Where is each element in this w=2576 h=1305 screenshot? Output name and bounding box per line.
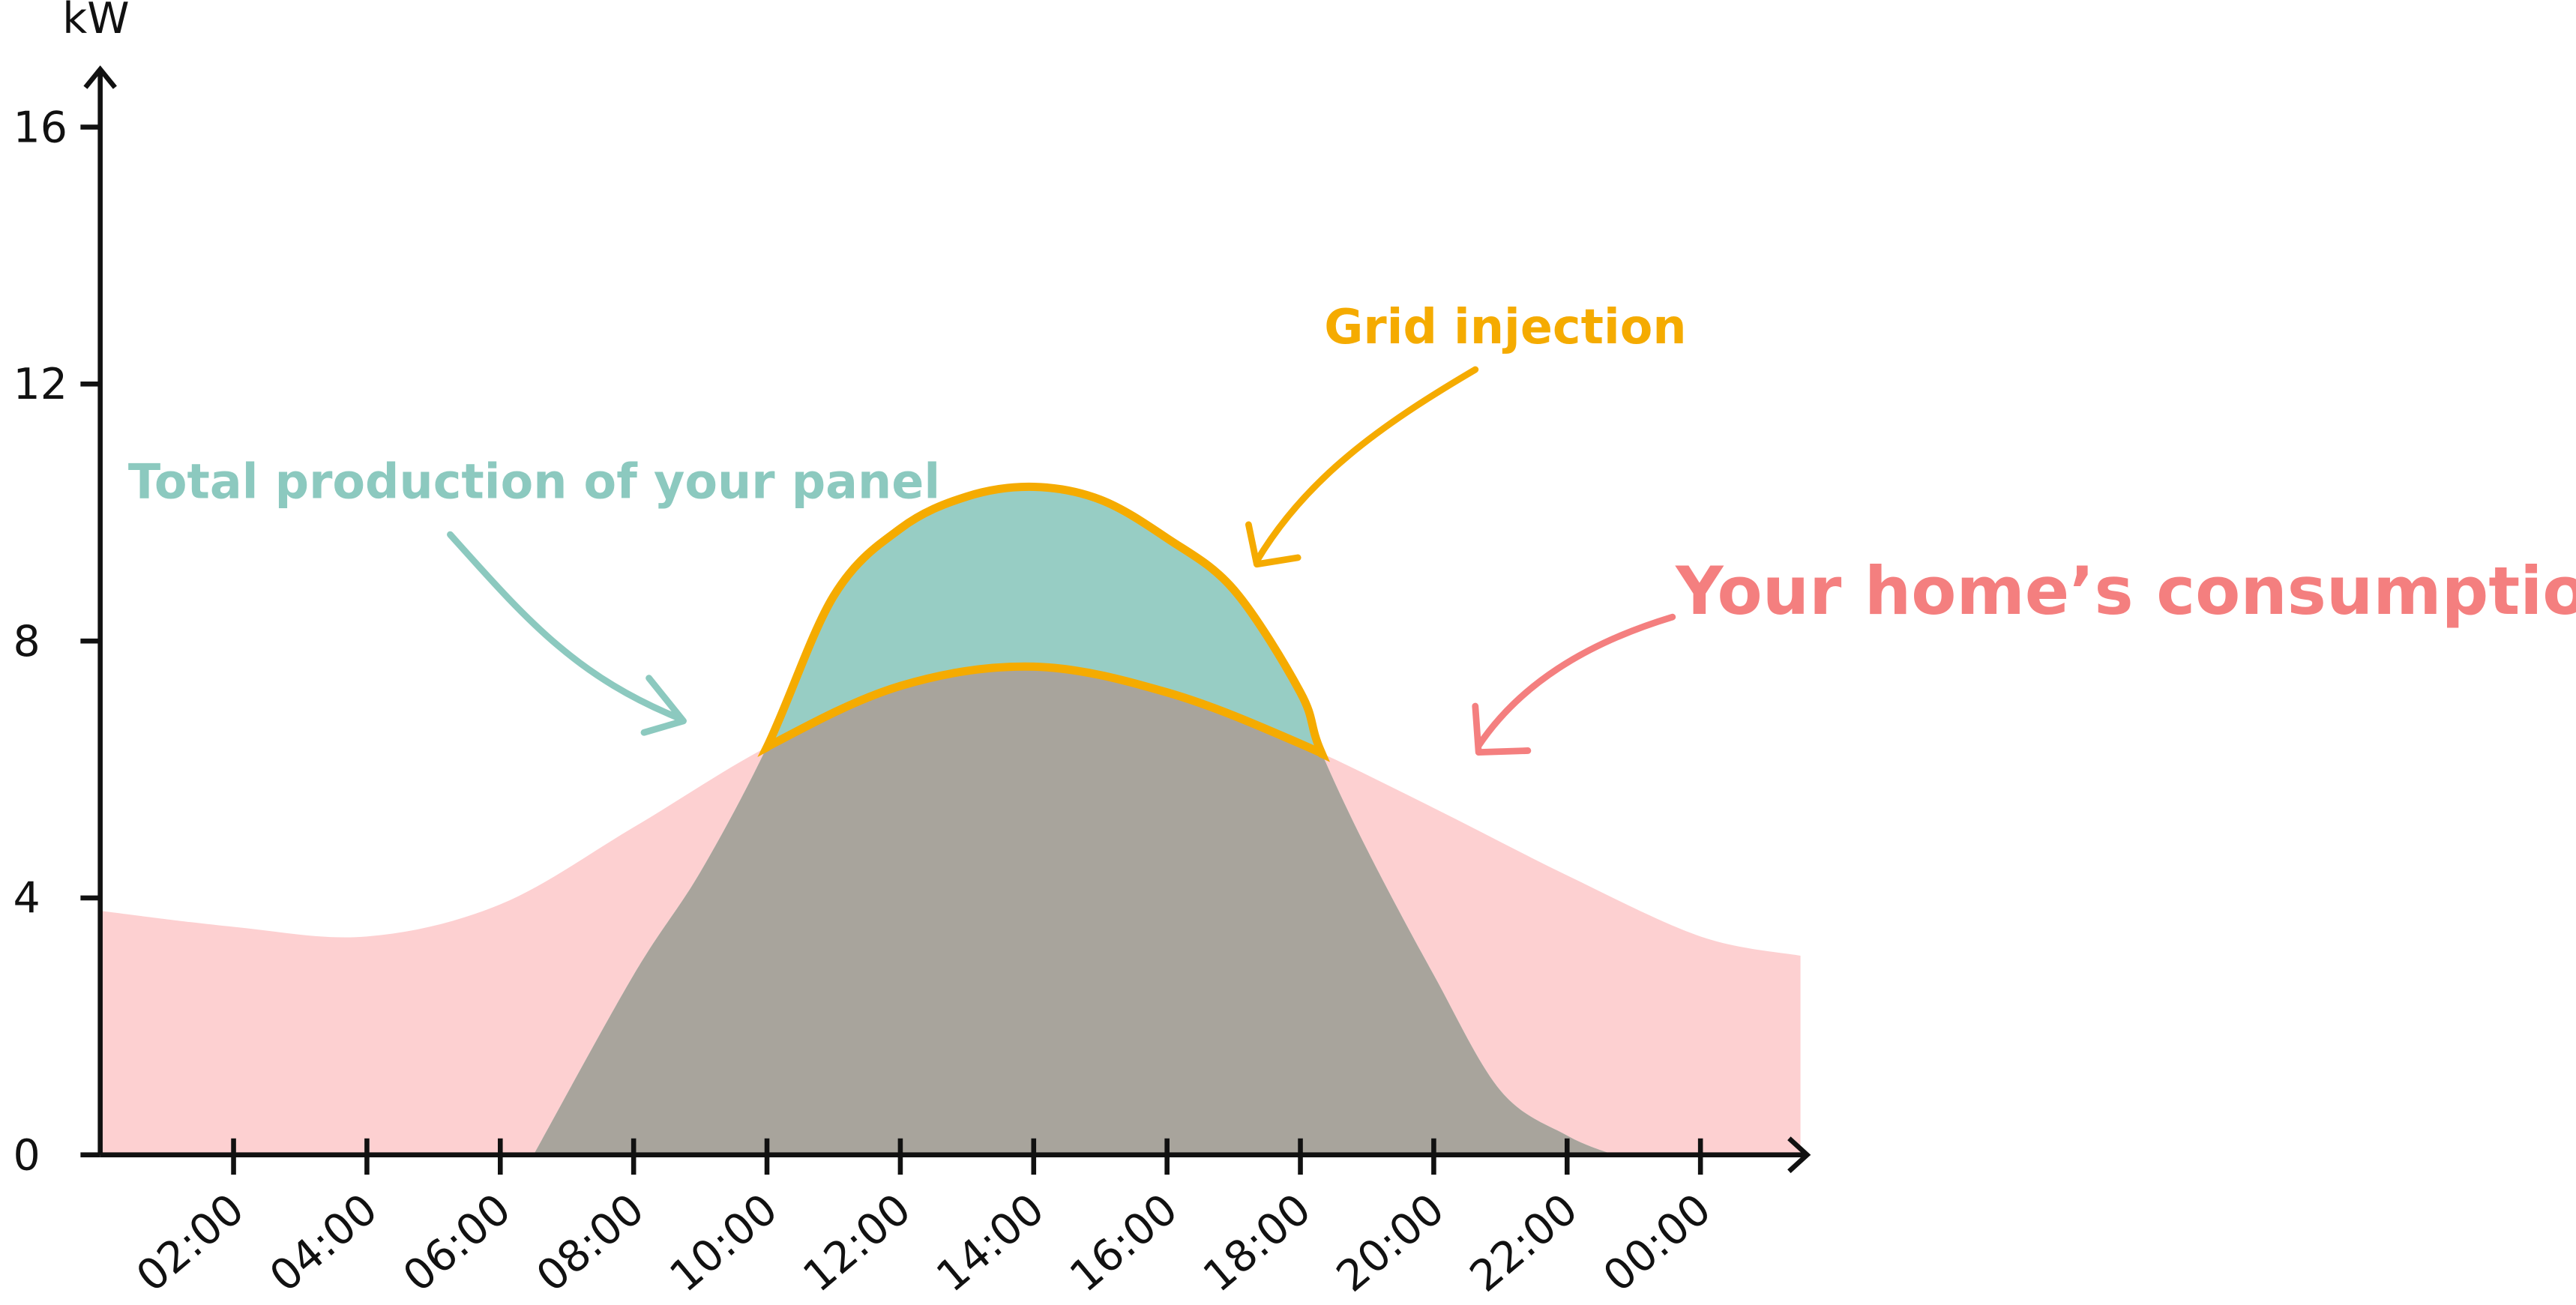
x-tick-label: 20:00 — [1328, 1184, 1454, 1302]
y-tick-label: 0 — [13, 1130, 40, 1180]
y-tick-label: 12 — [13, 360, 67, 409]
y-tick-label: 16 — [13, 103, 67, 152]
x-tick-label: 08:00 — [528, 1184, 654, 1302]
annotation-arrow — [1472, 613, 1676, 756]
y-axis — [83, 65, 117, 1155]
x-tick-label: 06:00 — [394, 1184, 520, 1302]
x-tick-label: 16:00 — [1061, 1184, 1187, 1302]
x-tick-label: 18:00 — [1194, 1184, 1320, 1302]
y-axis-label: kW — [62, 0, 129, 43]
y-tick-label: 4 — [13, 874, 40, 923]
annotation-arrow — [447, 531, 687, 736]
annotation-arrow — [1245, 366, 1479, 568]
x-tick-label: 22:00 — [1461, 1184, 1587, 1302]
x-tick-label: 04:00 — [261, 1184, 387, 1302]
injection-annotation: Grid injection — [1324, 300, 1686, 355]
x-tick-label: 12:00 — [794, 1184, 920, 1302]
production-annotation: Total production of your panel — [128, 455, 940, 510]
x-tick-label: 14:00 — [927, 1184, 1053, 1302]
x-tick-label: 00:00 — [1595, 1184, 1721, 1302]
y-tick-label: 8 — [13, 617, 40, 666]
x-tick-label: 02:00 — [127, 1184, 253, 1302]
x-tick-label: 10:00 — [660, 1184, 786, 1302]
x-axis — [100, 1136, 1811, 1174]
consumption-annotation: Your home’s consumption — [1675, 552, 2576, 630]
